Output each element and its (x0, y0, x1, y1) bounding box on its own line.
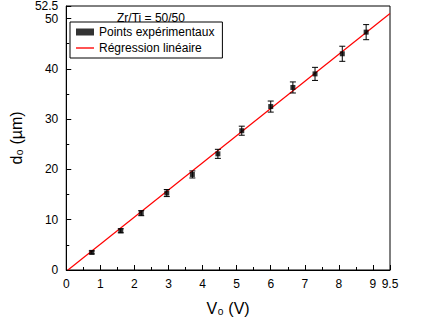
svg-text:20: 20 (45, 162, 59, 176)
svg-text:30: 30 (45, 112, 59, 126)
svg-text:3: 3 (165, 277, 172, 291)
svg-text:V₀ (V): V₀ (V) (207, 300, 250, 317)
svg-text:40: 40 (45, 62, 59, 76)
svg-text:2: 2 (131, 277, 138, 291)
svg-text:8: 8 (336, 277, 343, 291)
svg-text:9.5: 9.5 (382, 277, 399, 291)
svg-text:6: 6 (267, 277, 274, 291)
svg-text:10: 10 (45, 213, 59, 227)
svg-text:Points expérimentaux: Points expérimentaux (99, 25, 214, 39)
svg-text:9: 9 (370, 277, 377, 291)
svg-text:d₀ (µm): d₀ (µm) (8, 111, 25, 164)
svg-text:Zr/Ti = 50/50: Zr/Ti = 50/50 (117, 11, 185, 25)
svg-text:0: 0 (52, 263, 59, 277)
svg-text:Régression linéaire: Régression linéaire (99, 41, 202, 55)
svg-text:50: 50 (45, 12, 59, 26)
svg-text:5: 5 (233, 277, 240, 291)
svg-text:1: 1 (97, 277, 104, 291)
svg-text:52.5: 52.5 (35, 0, 59, 13)
svg-text:4: 4 (199, 277, 206, 291)
svg-text:0: 0 (63, 277, 70, 291)
svg-text:7: 7 (301, 277, 308, 291)
